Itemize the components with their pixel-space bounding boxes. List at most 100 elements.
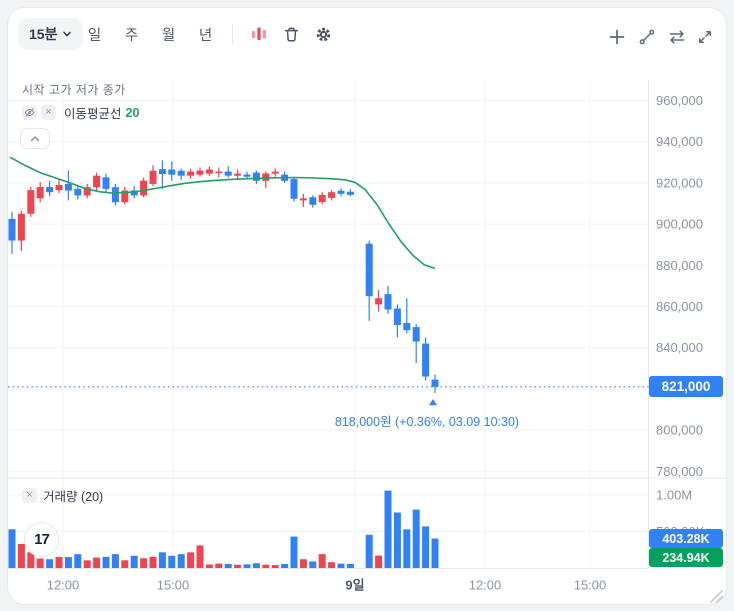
price-axis-label: 940,000 — [656, 134, 703, 149]
volume-bar — [262, 564, 270, 568]
tab-week[interactable]: 주 — [113, 18, 150, 50]
volume-legend: × 거래량 (20) — [22, 486, 103, 505]
eye-off-icon — [24, 108, 35, 117]
volume-bar — [328, 562, 336, 568]
tradingview-logo[interactable]: 17 — [24, 522, 59, 557]
candle-body — [403, 322, 411, 331]
fullscreen-button[interactable] — [693, 25, 717, 49]
price-axis-label: 840,000 — [656, 340, 703, 355]
candle-body — [149, 170, 157, 184]
candle-body — [271, 171, 279, 174]
resize-handle[interactable] — [710, 590, 724, 604]
time-axis-label: 15:00 — [157, 578, 190, 593]
volume-bar — [140, 558, 148, 568]
tab-year[interactable]: 년 — [187, 18, 224, 50]
candle-body — [27, 190, 35, 214]
candle-body — [412, 327, 420, 342]
volume-bar — [121, 560, 129, 568]
volume-bar — [215, 563, 223, 568]
volume-bar — [346, 563, 354, 568]
tab-day[interactable]: 일 — [76, 18, 113, 50]
price-axis-label: 920,000 — [656, 175, 703, 190]
candle-body — [346, 191, 354, 195]
remove-volume-button[interactable]: × — [22, 488, 37, 503]
volume-bar — [271, 565, 279, 568]
candle-body — [130, 190, 138, 196]
volume-bar — [234, 564, 242, 568]
plus-icon — [609, 29, 625, 45]
volume-bar — [27, 552, 35, 568]
volume-bar — [412, 509, 420, 568]
volume-bar — [64, 557, 72, 568]
volume-bar — [403, 529, 411, 568]
candle-body — [93, 175, 101, 188]
trash-icon — [284, 27, 298, 42]
low-marker-icon — [429, 399, 437, 406]
candle-body — [187, 171, 195, 176]
candle-body — [290, 178, 298, 199]
volume-bar — [252, 563, 260, 568]
remove-indicator-button[interactable]: × — [41, 105, 56, 120]
current-volume-badge: 403.28K — [649, 529, 723, 548]
candle-body — [215, 171, 223, 174]
time-axis-label: 15:00 — [574, 578, 607, 593]
volume-bar — [74, 554, 82, 568]
candle-body — [393, 308, 401, 326]
chevron-down-icon — [63, 31, 72, 37]
hide-indicator-button[interactable] — [22, 105, 37, 120]
close-icon: × — [45, 106, 52, 118]
candle-body — [243, 174, 251, 177]
volume-bar — [158, 552, 166, 568]
volume-bar — [375, 555, 383, 568]
volume-bar — [46, 559, 54, 568]
volume-bar — [149, 556, 157, 568]
price-axis-label: 900,000 — [656, 217, 703, 232]
candle-body — [196, 170, 204, 175]
volume-ma-badge: 234.94K — [649, 548, 723, 567]
chevron-up-icon — [30, 135, 40, 141]
candle-body — [46, 187, 54, 193]
candle-body — [337, 190, 345, 194]
volume-bar — [337, 563, 345, 568]
candle-body — [375, 298, 383, 305]
low-price-annotation: 818,000원 (+0.36%, 03.09 10:30) — [334, 415, 520, 429]
indicator-button[interactable] — [247, 22, 271, 46]
volume-bar — [290, 536, 298, 568]
tab-month[interactable]: 월 — [150, 18, 187, 50]
candle-body — [158, 169, 166, 175]
collapse-legend-button[interactable] — [20, 128, 50, 149]
swap-arrows-icon — [669, 30, 685, 44]
ma-legend: × 이동평균선 20 — [22, 103, 139, 122]
candle-body — [205, 169, 213, 174]
volume-bar — [309, 561, 317, 568]
delete-button[interactable] — [279, 22, 303, 46]
volume-bar — [177, 554, 185, 568]
candle-body — [262, 173, 270, 181]
settings-button[interactable] — [311, 22, 335, 46]
volume-bar — [243, 564, 251, 568]
volume-bar — [196, 545, 204, 568]
time-axis-label: 12:00 — [47, 578, 80, 593]
toolbar-divider — [232, 24, 233, 44]
candle-body — [318, 194, 326, 203]
price-axis-label: 880,000 — [656, 258, 703, 273]
interval-dropdown[interactable]: 15분 — [18, 18, 84, 50]
volume-bar — [17, 543, 25, 568]
volume-bar — [384, 490, 392, 568]
add-button[interactable] — [605, 25, 629, 49]
candle-body — [111, 187, 119, 203]
candle-body — [431, 379, 439, 387]
current-price-badge: 821,000 — [649, 376, 723, 398]
ma-name: 이동평균선 — [64, 107, 122, 121]
volume-bar — [93, 557, 101, 568]
volume-bar — [431, 538, 439, 568]
candle-body — [365, 243, 373, 297]
candle-body — [74, 188, 82, 196]
time-axis-label: 9일 — [345, 578, 364, 593]
volume-bar — [187, 552, 195, 568]
trendline-tool-button[interactable] — [635, 25, 659, 49]
candle-body — [102, 177, 110, 189]
volume-bar — [205, 564, 213, 568]
compare-button[interactable] — [665, 25, 689, 49]
